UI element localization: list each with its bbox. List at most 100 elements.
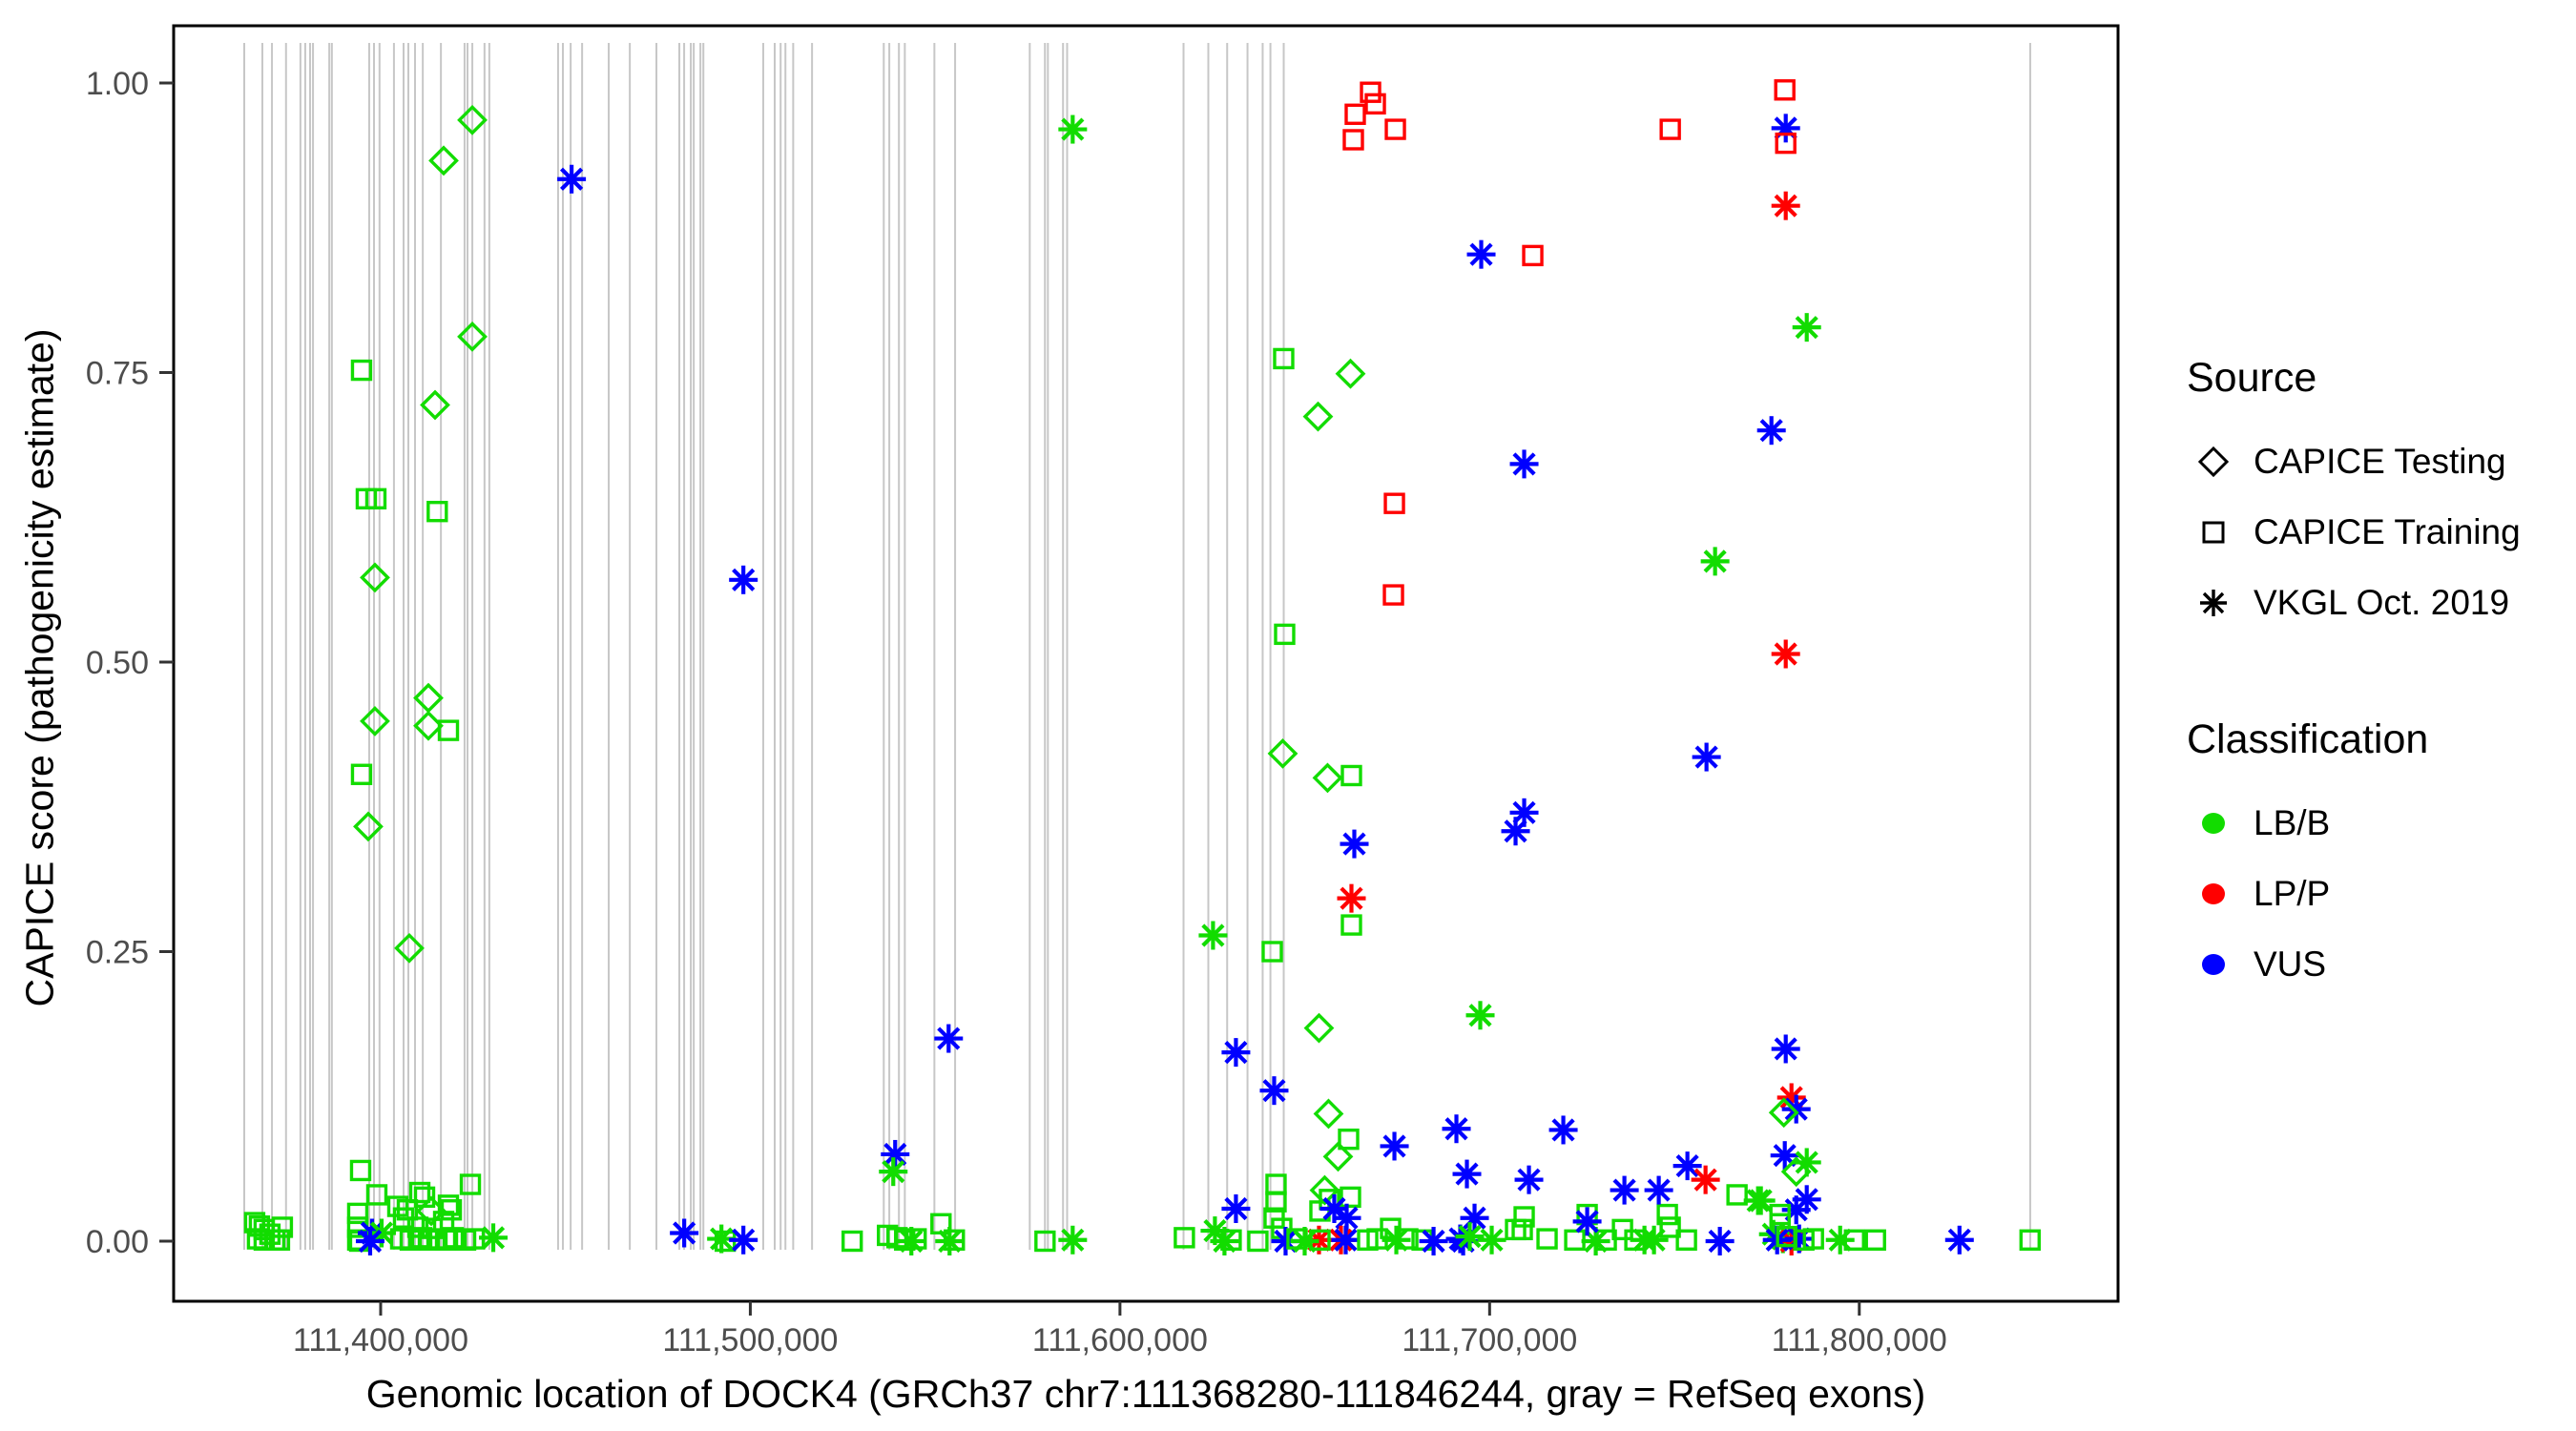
data-point-square	[1522, 244, 1544, 267]
data-point-square	[271, 1216, 294, 1238]
data-point-diamond	[353, 811, 384, 842]
legend-item-vkgl: VKGL Oct. 2019	[2187, 568, 2568, 638]
data-point-square	[442, 1227, 465, 1249]
data-point-diamond	[413, 710, 444, 741]
data-point-square	[1864, 1229, 1886, 1251]
data-point-diamond	[1335, 358, 1366, 389]
data-point-asterisk	[557, 164, 587, 194]
data-point-square	[1274, 623, 1296, 646]
data-point-asterisk	[1781, 1094, 1811, 1124]
data-point-square	[1360, 81, 1381, 103]
diamond-icon	[2187, 440, 2240, 484]
legend-classification-title: Classification	[2187, 716, 2429, 762]
data-point-asterisk	[1514, 1165, 1544, 1194]
data-point-square	[346, 1202, 369, 1225]
data-point-diamond	[394, 932, 425, 964]
data-point-asterisk	[1746, 1186, 1776, 1215]
data-point-square	[1774, 79, 1796, 101]
data-point-asterisk	[1944, 1225, 1974, 1255]
data-point-asterisk	[1455, 1222, 1485, 1252]
y-tick-label: 0.00	[86, 1224, 149, 1260]
data-point-asterisk	[1477, 1225, 1506, 1255]
legend-item-label: LB/B	[2254, 803, 2331, 842]
data-point-square	[1726, 1184, 1748, 1206]
data-point-asterisk	[1460, 1203, 1489, 1233]
data-point-square	[1382, 584, 1404, 606]
data-point-asterisk	[1466, 239, 1496, 269]
y-axis-title: CAPICE score (pathogenicity estimate)	[17, 328, 62, 1007]
data-point-square	[841, 1230, 863, 1253]
data-point-asterisk	[1331, 1225, 1361, 1255]
data-point-square	[350, 359, 373, 382]
legend-item-vus: VUS	[2187, 929, 2568, 1000]
data-point-asterisk	[1700, 547, 1730, 576]
data-point-square	[408, 1181, 431, 1204]
data-point-square	[1261, 941, 1283, 963]
data-point-diamond	[1780, 1156, 1812, 1188]
data-point-square	[1247, 1230, 1269, 1253]
data-point-square	[1364, 93, 1386, 115]
data-point-asterisk	[1792, 313, 1821, 342]
data-point-asterisk	[355, 1227, 384, 1255]
data-point-square	[905, 1228, 927, 1250]
data-point-square	[1656, 1203, 1678, 1226]
y-tick-label: 0.25	[86, 935, 149, 971]
data-point-asterisk	[1572, 1207, 1602, 1236]
data-point-square	[1338, 1128, 1360, 1151]
data-point-square	[426, 500, 448, 523]
data-point-square	[1265, 1191, 1287, 1213]
data-point-asterisk	[1419, 1227, 1448, 1255]
data-point-diamond	[416, 1195, 447, 1227]
data-point-asterisk	[879, 1157, 908, 1187]
data-point-asterisk	[1639, 1225, 1669, 1255]
legend-item-capice-training: CAPICE Training	[2187, 497, 2568, 568]
data-point-square	[349, 1159, 372, 1182]
data-point-square	[1843, 1229, 1865, 1251]
data-point-asterisk	[1771, 191, 1800, 220]
data-point-asterisk	[1705, 1227, 1735, 1255]
data-point-diamond	[1322, 1141, 1354, 1172]
data-point-asterisk	[1771, 1034, 1800, 1064]
data-point-square	[364, 487, 387, 510]
data-point-square	[1511, 1218, 1533, 1241]
data-point-square	[459, 1173, 482, 1195]
data-point-asterisk	[1340, 829, 1369, 859]
x-tick-label: 111,400,000	[293, 1322, 468, 1358]
data-point-diamond	[1267, 738, 1298, 769]
data-point-square	[1340, 1186, 1361, 1209]
legend-item-label: CAPICE Testing	[2254, 442, 2506, 481]
data-point-asterisk	[1672, 1151, 1702, 1181]
legend-item-capice-testing: CAPICE Testing	[2187, 426, 2568, 497]
data-point-square	[350, 763, 373, 785]
data-point-square	[1220, 1229, 1242, 1251]
data-point-diamond	[360, 562, 390, 593]
vus-color-dot	[2202, 954, 2225, 975]
x-tick-label: 111,800,000	[1772, 1322, 1947, 1358]
data-point-square	[1659, 1216, 1681, 1238]
data-point-asterisk	[1771, 639, 1800, 669]
data-point-square	[1309, 1229, 1331, 1251]
legend-item-lbb: LB/B	[2187, 788, 2568, 859]
data-point-square	[1775, 132, 1797, 155]
data-point-square	[365, 1184, 388, 1206]
data-point-square	[1342, 129, 1364, 151]
data-point-diamond	[1302, 401, 1334, 432]
data-point-asterisk	[1501, 817, 1530, 846]
data-point-square	[1034, 1230, 1056, 1253]
data-point-square	[1675, 1229, 1697, 1251]
data-point-square	[1174, 1227, 1195, 1249]
data-point-asterisk	[1259, 1076, 1289, 1106]
legend-item-label: VKGL Oct. 2019	[2254, 583, 2510, 622]
y-tick-label: 0.75	[86, 356, 149, 392]
data-point-diamond	[420, 389, 450, 421]
data-point-asterisk	[729, 565, 758, 594]
data-point-asterisk	[1509, 449, 1539, 479]
data-point-asterisk	[1198, 921, 1228, 950]
data-point-square	[1397, 1228, 1419, 1250]
data-point-asterisk	[1442, 1114, 1471, 1144]
data-point-square	[1802, 1228, 1824, 1250]
x-tick-label: 111,700,000	[1402, 1322, 1577, 1358]
data-point-square	[268, 1229, 291, 1251]
y-tick-label: 0.50	[86, 645, 149, 681]
data-point-asterisk	[1221, 1038, 1251, 1068]
